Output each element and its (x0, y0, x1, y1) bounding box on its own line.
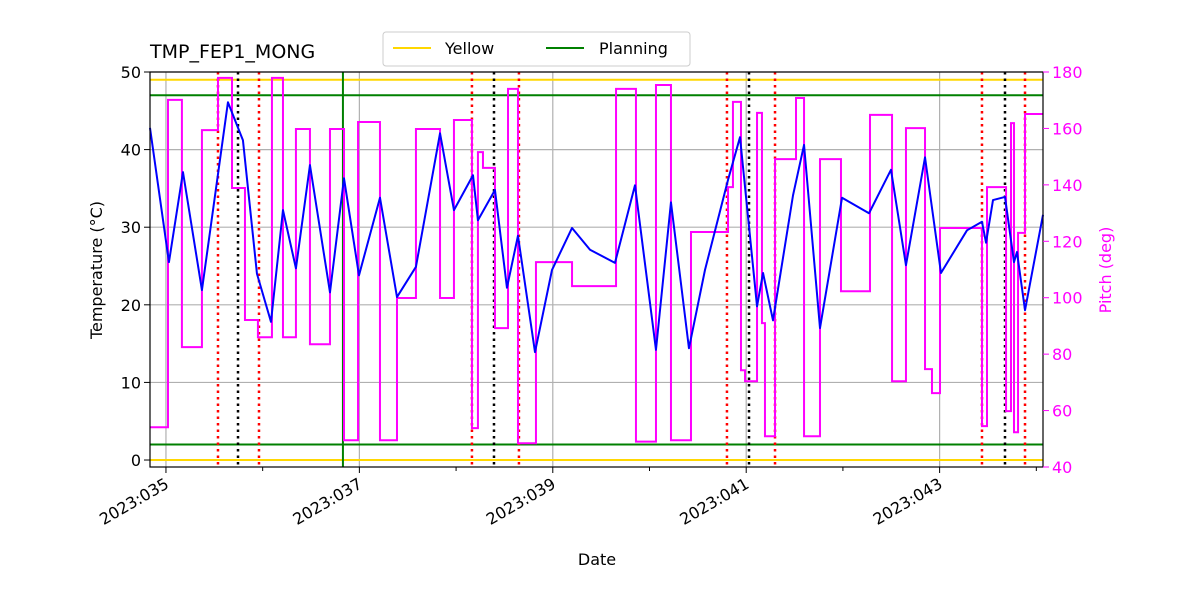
x-tick-label: 2023:043 (870, 474, 946, 529)
x-tick-label: 2023:041 (676, 474, 752, 529)
y2-tick-label: 180 (1052, 63, 1083, 82)
y-tick-label: 30 (121, 218, 141, 237)
plot-frame (149, 71, 1044, 468)
pitch-line (150, 76, 1043, 445)
y2-tick-label: 120 (1052, 232, 1083, 251)
y-tick-label: 20 (121, 296, 141, 315)
y2-tick-label: 60 (1052, 402, 1072, 421)
y-tick-label: 0 (131, 451, 141, 470)
chart-title: TMP_FEP1_MONG (149, 41, 315, 63)
legend: Yellow Planning (382, 31, 691, 67)
x-tick-label: 2023:037 (289, 474, 365, 529)
y-tick-label: 10 (121, 373, 141, 392)
y2-tick-label: 100 (1052, 289, 1083, 308)
y2-tick-label: 160 (1052, 119, 1083, 138)
x-tick-label: 2023:039 (483, 474, 559, 529)
y-axis-label: Temperature (°C) (87, 201, 106, 340)
y2-tick-label: 140 (1052, 176, 1083, 195)
y2-axis-label: Pitch (deg) (1096, 227, 1115, 314)
y-tick-label: 40 (121, 141, 141, 160)
legend-label-planning: Planning (599, 39, 668, 58)
series (149, 76, 1044, 445)
temperature-line (149, 101, 1044, 354)
x-axis-label: Date (578, 550, 616, 569)
y2-tick-label: 80 (1052, 345, 1072, 364)
legend-box (382, 31, 691, 67)
x-tick-label: 2023:035 (96, 474, 172, 529)
legend-label-yellow: Yellow (444, 39, 494, 58)
y-tick-label: 50 (121, 63, 141, 82)
y2-tick-label: 40 (1052, 458, 1072, 477)
